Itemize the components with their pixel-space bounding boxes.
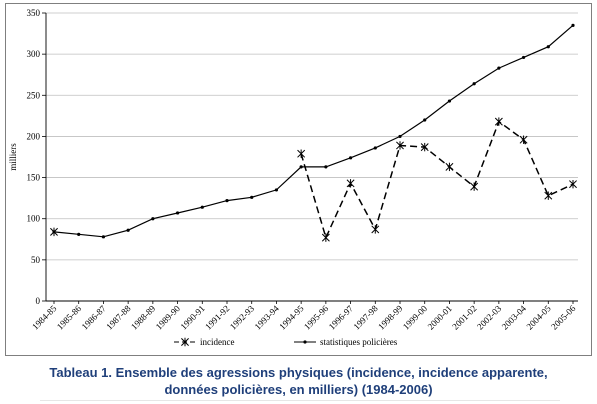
police-point: [546, 45, 550, 49]
chart-frame: 0 50 100 150 200 250 300 350 1984-85 1985-86 1986-…: [5, 3, 592, 356]
legend-label: incidence: [200, 337, 234, 347]
police-point: [175, 211, 180, 215]
x-tick-label: 1988-89: [129, 303, 158, 332]
police-point: [299, 165, 303, 169]
police-point: [126, 228, 130, 232]
police-point: [398, 134, 402, 139]
incidence-point: [445, 162, 454, 172]
police-point: [447, 99, 452, 103]
incidence-point: [50, 227, 58, 237]
x-tick-label: 1992-93: [228, 303, 257, 332]
x-tick-label: 1986-87: [80, 303, 109, 332]
police-point: [324, 165, 328, 169]
x-tick-label: 2001-02: [450, 303, 478, 331]
incidence-point: [494, 117, 503, 126]
police-point: [571, 23, 575, 27]
police-point: [348, 156, 353, 160]
y-tick-label: 150: [27, 173, 41, 183]
x-tick-label: 1999-00: [401, 303, 430, 332]
y-axis-label: milliers: [8, 143, 18, 171]
x-tick-label: 2005-06: [549, 303, 578, 332]
incidence-point: [321, 233, 330, 242]
incidence-point: [420, 142, 429, 152]
y-tick-label: 100: [27, 214, 41, 224]
incidence-point: [544, 191, 553, 200]
x-tick-label: 1997-98: [351, 303, 380, 332]
axes: 0 50 100 150 200 250 300 350 1984-851985-861986-…: [27, 8, 578, 332]
caption-divider: [40, 400, 560, 401]
y-tick-label: 200: [27, 131, 41, 141]
series-line: [53, 24, 574, 238]
police-point: [423, 118, 427, 122]
legend-item: incidence: [174, 337, 234, 347]
police-point: [225, 199, 229, 203]
incidence-point: [569, 179, 577, 189]
x-tick-label: 2004-05: [524, 303, 553, 332]
police-point: [373, 146, 377, 150]
incidence-point: [519, 135, 528, 144]
police-point: [151, 217, 155, 221]
incidence-point: [297, 149, 306, 158]
police-point: [250, 195, 254, 199]
x-tick-label: 1996-97: [327, 303, 356, 332]
y-tick-label: 250: [27, 90, 41, 100]
series-line: [300, 120, 574, 240]
grid-lines: [46, 12, 578, 261]
line-chart: 0 50 100 150 200 250 300 350 1984-851985-861986-…: [8, 8, 578, 347]
legend-marker: [181, 337, 189, 347]
x-tick-label: 1989-90: [154, 303, 183, 332]
x-tick-label: 1998-99: [376, 303, 405, 332]
x-tick-label: 2002-03: [475, 303, 504, 332]
x-tick-label: 1994-95: [277, 303, 306, 332]
y-tick-label: 50: [31, 255, 41, 265]
x-tick-label: 2003-04: [500, 303, 529, 332]
x-tick-label: 2000-01: [426, 303, 454, 331]
x-tick-label: 1995-96: [302, 303, 331, 332]
police-point: [200, 205, 204, 209]
y-tick-label: 300: [27, 49, 41, 59]
caption-line-1: Tableau 1. Ensemble des agressions physi…: [49, 365, 548, 380]
series-solid: [52, 23, 575, 239]
figure-caption: Tableau 1. Ensemble des agressions physi…: [0, 364, 597, 398]
legend-marker: [303, 340, 307, 344]
incidence-point: [470, 182, 479, 191]
x-tick-label: 1993-94: [253, 303, 282, 332]
police-point: [472, 82, 476, 86]
x-tick-label: 1985-86: [55, 303, 84, 332]
legend-item: statistiques policières: [294, 337, 398, 347]
x-tick-label: 1990-91: [178, 303, 206, 331]
incidence-point: [396, 141, 404, 150]
x-tick-label: 1987-88: [104, 303, 133, 332]
series-dashed: [50, 117, 577, 242]
police-point: [274, 188, 279, 192]
x-tick-label: 1984-85: [30, 303, 59, 332]
police-point: [497, 66, 501, 70]
series: [50, 23, 577, 242]
incidence-point: [371, 225, 380, 234]
incidence-point: [346, 179, 355, 188]
police-point: [521, 55, 526, 60]
legend: incidence statistiques policières: [174, 337, 398, 347]
x-tick-label: 1991-92: [203, 303, 231, 331]
caption-line-2: données policières, en milliers) (1984-2…: [164, 382, 433, 397]
y-tick-label: 350: [27, 8, 41, 18]
legend-label: statistiques policières: [320, 337, 398, 347]
police-point: [77, 232, 81, 236]
y-tick-label: 0: [36, 296, 41, 306]
police-point: [101, 235, 106, 239]
